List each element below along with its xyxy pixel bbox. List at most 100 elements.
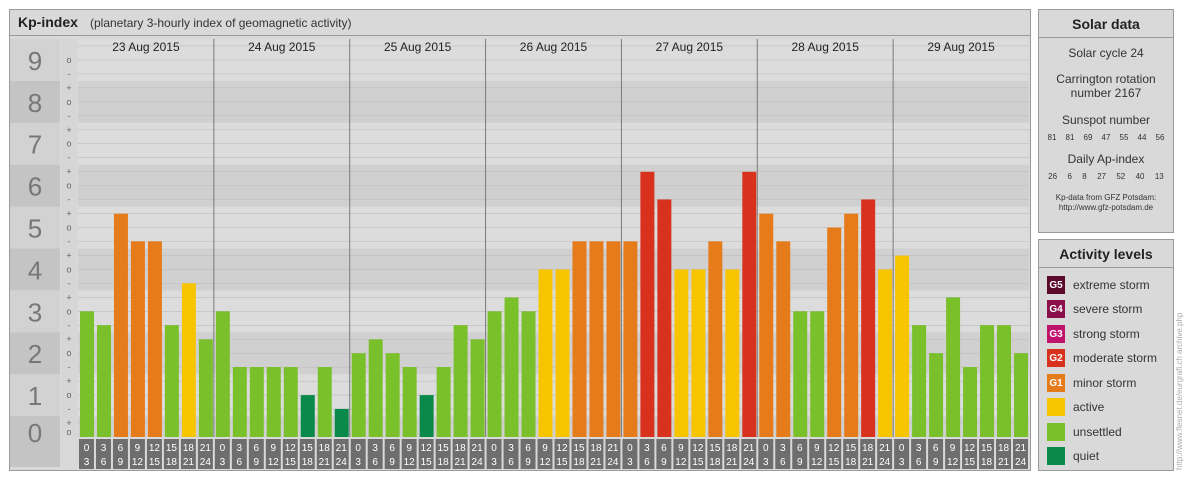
y-minor-label: - [68, 236, 71, 246]
interval-start-label: 0 [763, 443, 769, 454]
y-major-label: 0 [28, 418, 42, 448]
interval-start-label: 18 [998, 443, 1010, 454]
interval-box [146, 439, 162, 469]
interval-end-label: 15 [964, 457, 976, 468]
day-label: 29 Aug 2015 [927, 40, 995, 54]
solar-cycle: Solar cycle 24 [1068, 46, 1144, 60]
interval-start-label: 12 [828, 443, 840, 454]
day-label: 26 Aug 2015 [520, 40, 588, 54]
swatch-unsettled [1047, 423, 1065, 441]
y-major-label: 8 [28, 88, 42, 118]
interval-end-label: 24 [1015, 457, 1027, 468]
sunspot-value: 69 [1083, 133, 1093, 142]
interval-start-label: 3 [372, 443, 378, 454]
interval-end-label: 3 [84, 457, 90, 468]
interval-end-label: 3 [355, 457, 361, 468]
interval-box [860, 439, 876, 469]
interval-box [962, 439, 978, 469]
interval-box [656, 439, 672, 469]
kp-bar [402, 367, 417, 437]
kp-bar [80, 311, 94, 437]
chart-title: Kp-index [18, 14, 78, 30]
interval-box [622, 439, 638, 469]
swatch-g4: G4 [1047, 300, 1065, 318]
interval-start-label: 12 [149, 443, 161, 454]
interval-box [911, 439, 927, 469]
kp-bar [470, 339, 485, 437]
interval-end-label: 9 [389, 457, 395, 468]
interval-start-label: 15 [845, 443, 857, 454]
interval-end-label: 24 [336, 457, 348, 468]
kp-bar [708, 241, 723, 437]
y-minor-label: - [68, 278, 71, 288]
kp-bar [657, 199, 672, 437]
y-minor-label: + [66, 209, 71, 219]
interval-end-label: 21 [455, 457, 467, 468]
interval-start-label: 0 [491, 443, 497, 454]
level-label: extreme storm [1073, 278, 1150, 292]
interval-box [350, 439, 366, 469]
level-unsettled: unsettled [1047, 423, 1122, 441]
interval-box [384, 439, 400, 469]
sunspot-value: 44 [1137, 133, 1147, 142]
interval-box [928, 439, 944, 469]
kp-bar [827, 227, 842, 437]
y-major-box [10, 80, 60, 123]
kp-bar [283, 367, 298, 437]
interval-box [673, 439, 689, 469]
ap-value: 26 [1048, 172, 1058, 181]
ap-value: 13 [1154, 172, 1164, 181]
swatch-g5: G5 [1047, 276, 1065, 294]
interval-box [605, 439, 621, 469]
kp-bar [623, 241, 638, 437]
interval-start-label: 15 [573, 443, 585, 454]
activity-levels-panel: Activity levels G5 extreme storm G4 seve… [1038, 239, 1174, 471]
interval-box [639, 439, 655, 469]
y-minor-label: + [66, 418, 71, 428]
credit-link[interactable]: http://www.gfz-potsdam.de [1058, 203, 1154, 212]
interval-end-label: 6 [916, 457, 922, 468]
kp-bar [691, 269, 706, 437]
interval-end-label: 12 [268, 457, 280, 468]
kp-bar [130, 241, 145, 437]
kp-bar [606, 241, 621, 437]
level-label: moderate storm [1073, 351, 1158, 365]
kp-bar [436, 367, 451, 437]
interval-start-label: 12 [556, 443, 568, 454]
interval-box [333, 439, 349, 469]
level-active: active [1047, 398, 1104, 416]
chart-subtitle: (planetary 3-hourly index of geomagnetic… [90, 16, 352, 30]
kp-bar [861, 199, 876, 437]
interval-box [826, 439, 842, 469]
y-major-label: 6 [28, 172, 42, 202]
level-label: unsettled [1073, 425, 1122, 439]
kp-bar [249, 367, 264, 437]
interval-start-label: 18 [183, 443, 195, 454]
interval-start-label: 9 [406, 443, 412, 454]
swatch-quiet [1047, 447, 1065, 465]
interval-start-label: 21 [879, 443, 891, 454]
interval-end-label: 15 [828, 457, 840, 468]
y-major-box [10, 248, 60, 291]
interval-start-label: 6 [933, 443, 939, 454]
kp-bar [368, 339, 383, 437]
level-label: minor storm [1073, 376, 1137, 390]
interval-end-label: 21 [862, 457, 874, 468]
interval-box [367, 439, 383, 469]
ap-value: 40 [1135, 172, 1145, 181]
interval-box [571, 439, 587, 469]
carrington-line2: number 2167 [1070, 86, 1142, 100]
y-band [78, 416, 1029, 437]
interval-end-label: 9 [933, 457, 939, 468]
interval-end-label: 6 [780, 457, 786, 468]
interval-end-label: 9 [254, 457, 260, 468]
level-strong-storm: G3 strong storm [1047, 325, 1140, 343]
interval-end-label: 21 [998, 457, 1010, 468]
interval-end-label: 12 [132, 457, 144, 468]
kp-bar [742, 171, 757, 437]
interval-end-label: 21 [590, 457, 602, 468]
kp-bar [572, 241, 587, 437]
interval-box [724, 439, 740, 469]
ap-value: 52 [1116, 172, 1126, 181]
interval-end-label: 24 [472, 457, 484, 468]
